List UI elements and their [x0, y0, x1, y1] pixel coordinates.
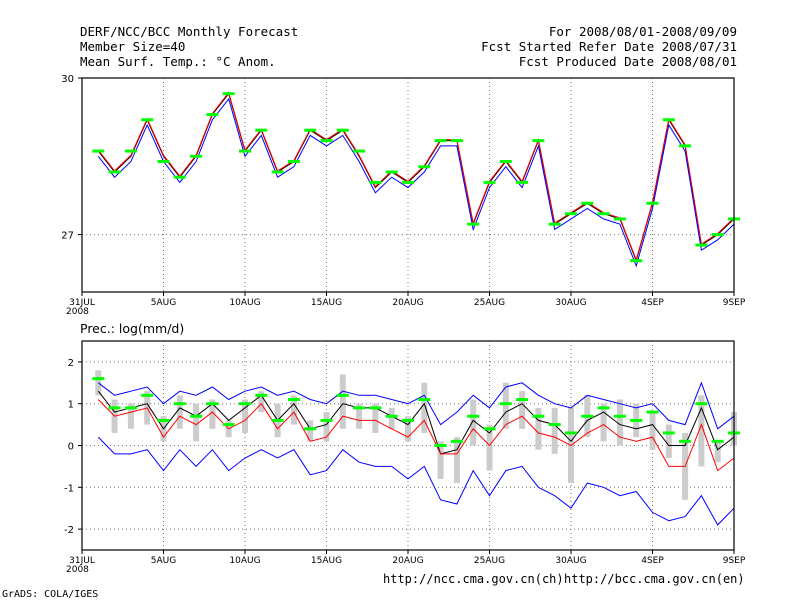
x-tick-label: 5AUG	[151, 556, 176, 566]
grads-credit: GrADS: COLA/IGES	[2, 589, 99, 600]
x-tick-label: 5AUG	[151, 298, 176, 308]
x-tick-label: 20AUG	[392, 556, 423, 566]
lower-envelope-line	[97, 436, 735, 526]
spread-bar	[714, 441, 721, 463]
x-tick-label: 20AUG	[392, 298, 423, 308]
spread-bar	[600, 403, 607, 442]
spread-bar	[405, 416, 411, 442]
precipitation-title: Prec.: log(mm/d)	[80, 321, 184, 336]
x-tick-label: 31JUL	[69, 556, 95, 566]
y-tick-label: 2	[68, 358, 74, 369]
ncc-link[interactable]: http://ncc.cma.gov.cn(ch)	[383, 572, 564, 586]
spread-bar	[176, 395, 183, 429]
y-tick-label: -1	[64, 483, 74, 494]
spread-bar	[649, 412, 656, 450]
spread-bar	[551, 407, 558, 454]
bcc-link[interactable]: http://bcc.cma.gov.cn(en)	[564, 572, 745, 586]
precipitation-panel: 31JUL 5AUG 10AUG 15AUG 20AUG 25AUG 30AUG 4SEP 9S…	[64, 340, 746, 575]
header-line-1: DERF/NCC/BCC Monthly Forecast	[80, 24, 299, 39]
spread-bar	[665, 424, 672, 459]
spread-bar	[616, 399, 623, 446]
spread-bar	[323, 412, 330, 442]
spread-bar	[127, 403, 134, 429]
member-max-line	[97, 91, 735, 262]
spread-bar	[486, 424, 493, 471]
y-tick-label: 27	[61, 231, 74, 242]
spread-bar	[372, 403, 379, 433]
spread-bar	[421, 382, 428, 433]
spread-bar	[535, 407, 542, 450]
spread-bar	[356, 403, 363, 429]
ensemble-mean-line	[97, 92, 735, 263]
x-tick-label: 25AUG	[474, 556, 505, 566]
forecast-period: For 2008/08/01-2008/09/09	[548, 24, 737, 39]
x-tick-label: 30AUG	[555, 556, 586, 566]
ensemble-mean-line	[97, 390, 735, 455]
spread-bar	[698, 395, 705, 467]
y-tick-label: 30	[61, 74, 74, 85]
spread-bar	[388, 407, 395, 429]
x-tick-label: 10AUG	[229, 556, 260, 566]
x-tick-label: 9SEP	[723, 556, 746, 566]
spread-bar	[193, 403, 200, 442]
spread-bar	[470, 399, 477, 446]
forecast-dates-header: For 2008/08/01-2008/09/09 Fcst Started R…	[481, 24, 737, 69]
x-tick-label: 25AUG	[474, 298, 505, 308]
upper-envelope-line	[97, 381, 735, 430]
y-tick-label: -2	[64, 525, 74, 536]
spread-bar	[437, 441, 444, 479]
spread-bar	[258, 391, 265, 413]
x-tick-label: 31JUL	[69, 298, 95, 308]
chart-title-header: DERF/NCC/BCC Monthly Forecast Member Siz…	[80, 24, 298, 69]
spread-bar	[307, 420, 314, 442]
x-tick-label: 15AUG	[311, 556, 342, 566]
x-tick-label: 10AUG	[229, 298, 260, 308]
refer-date: Fcst Started Refer Date 2008/07/31	[481, 39, 737, 54]
produced-date: Fcst Produced Date 2008/08/01	[518, 54, 737, 69]
spread-bar	[209, 399, 216, 429]
member-min-line	[97, 97, 735, 268]
x-year-label: 2008	[66, 565, 89, 575]
spread-bar	[339, 374, 346, 429]
x-tick-label: 15AUG	[311, 298, 342, 308]
y-tick-label: 0	[68, 442, 74, 453]
x-tick-label: 4SEP	[641, 298, 664, 308]
x-tick-label: 30AUG	[555, 298, 586, 308]
spread-bar	[502, 382, 509, 429]
temperature-panel: 31JUL 5AUG 10AUG 15AUG 20AUG 25AUG 30AUG 4SEP 9S…	[61, 74, 746, 317]
y-tick-label: 1	[68, 400, 74, 411]
x-tick-label: 9SEP	[723, 298, 746, 308]
spread-bar	[242, 399, 248, 433]
spread-bar	[519, 391, 526, 429]
spread-bar	[290, 395, 297, 425]
header-line-2: Member Size=40	[80, 39, 186, 54]
spread-bar	[453, 437, 460, 484]
x-tick-label: 4SEP	[641, 556, 664, 566]
member-median-line	[97, 399, 735, 472]
x-year-label: 2008	[66, 307, 89, 317]
header-line-3: Mean Surf. Temp.: °C Anom.	[80, 54, 276, 69]
